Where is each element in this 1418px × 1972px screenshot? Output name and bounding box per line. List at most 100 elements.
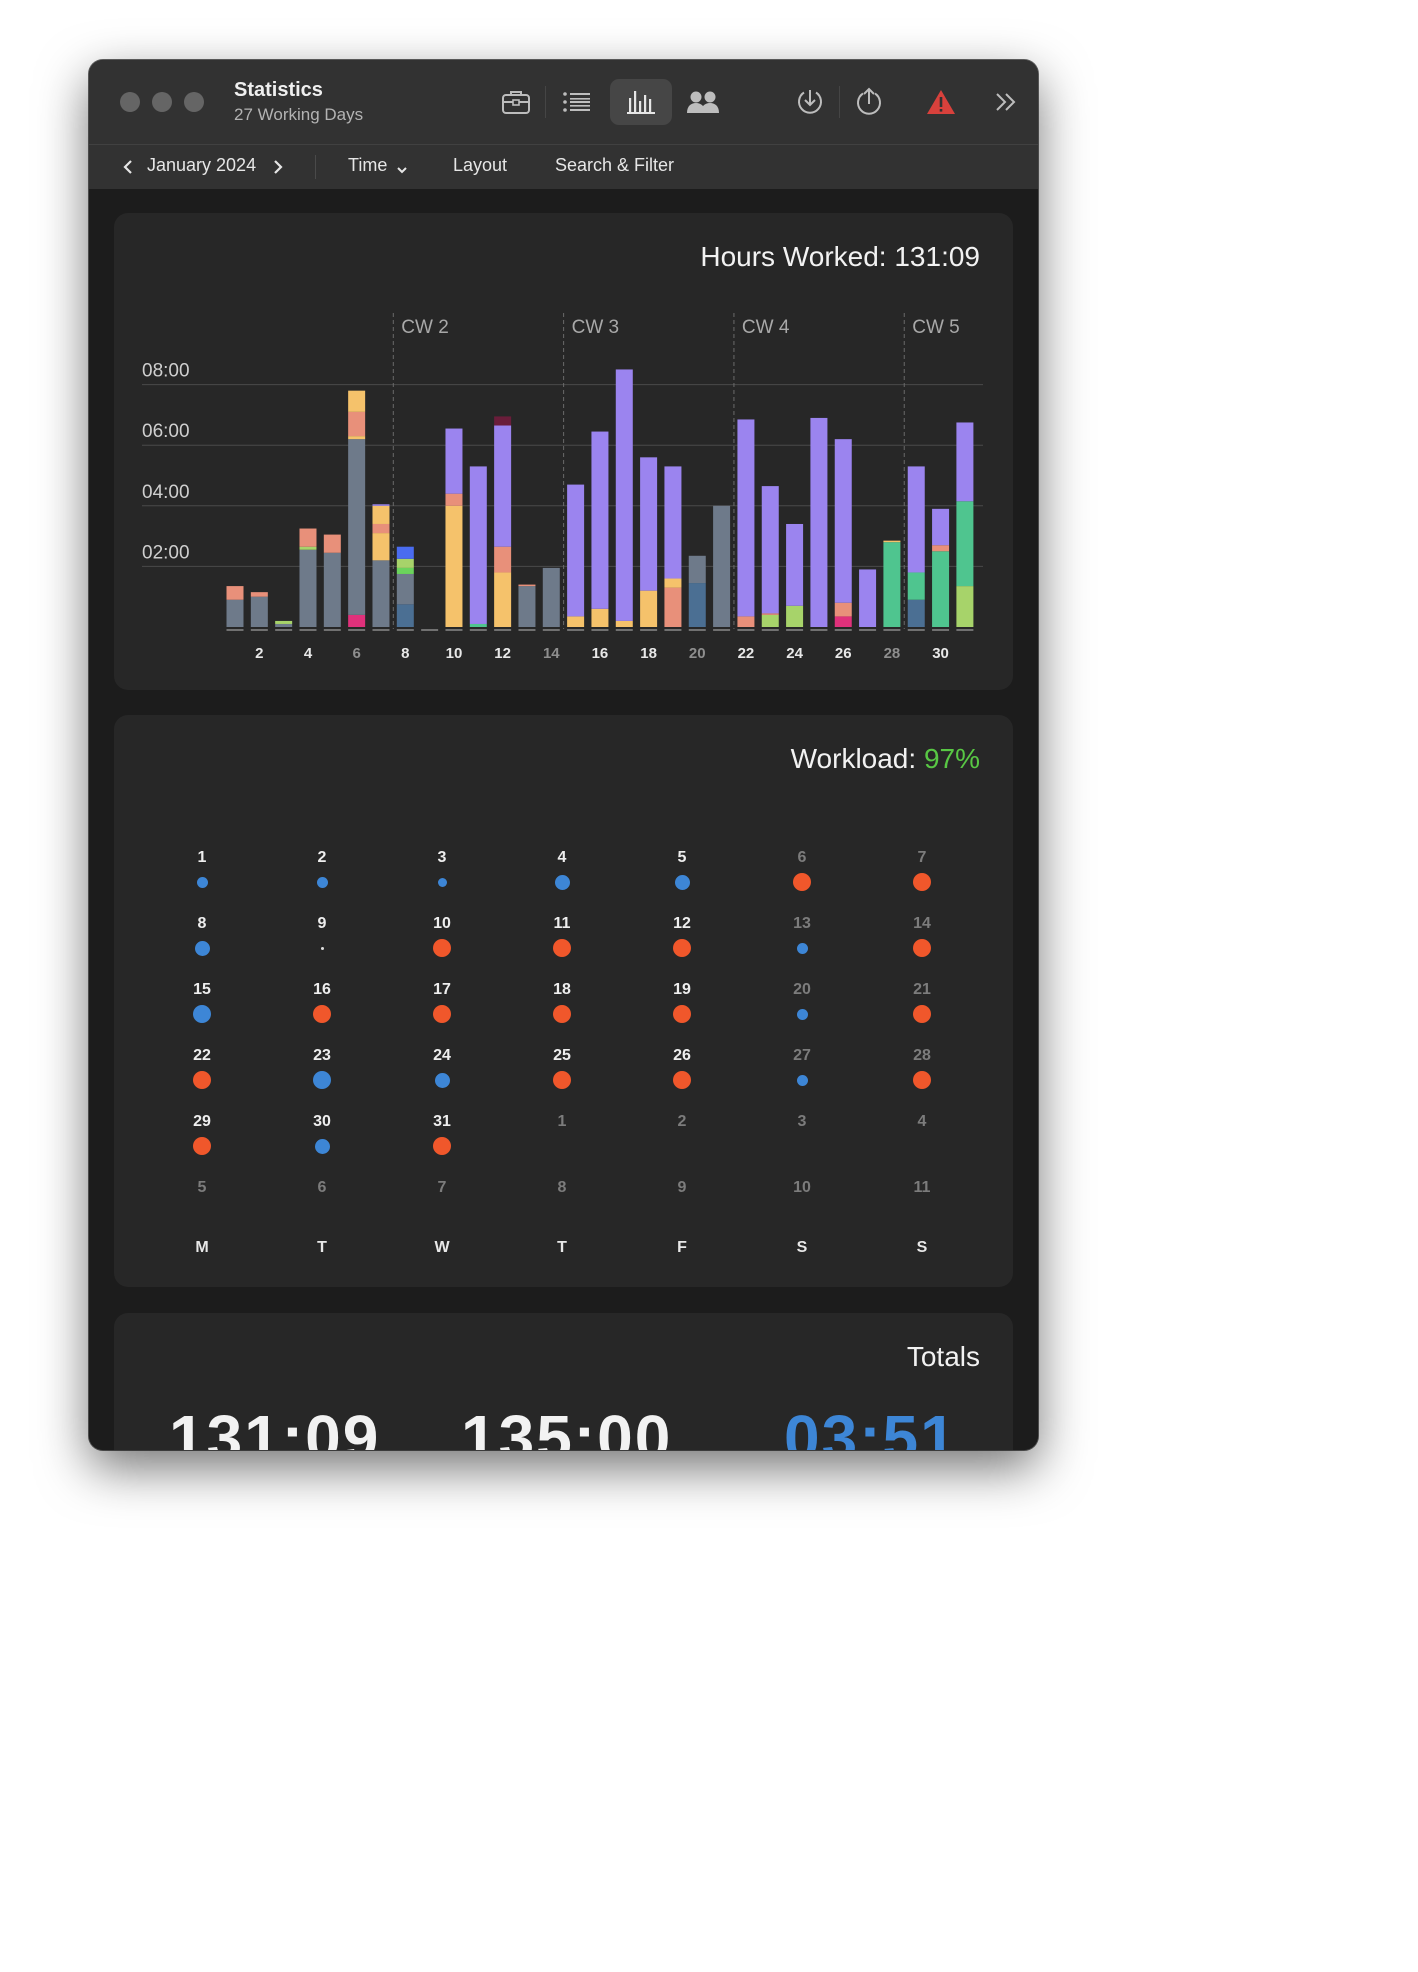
- calendar-day[interactable]: 11: [532, 915, 592, 975]
- calendar-day-number: 5: [197, 1179, 207, 1196]
- workload-card: Workload: 97% 1 2 3 4 5 6 7 8 9 10 11 12 13 14 15 16 17 1…: [114, 715, 1013, 1287]
- calendar-day[interactable]: 3: [772, 1113, 832, 1173]
- calendar-day-number: 26: [673, 1047, 691, 1064]
- calendar-day[interactable]: 16: [292, 981, 352, 1041]
- calendar-day[interactable]: 9: [652, 1179, 712, 1239]
- calendar-day[interactable]: 6: [772, 849, 832, 909]
- calendar-day[interactable]: 21: [892, 981, 952, 1041]
- bar-segment: [348, 390, 366, 412]
- month-selector[interactable]: January 2024: [147, 155, 257, 175]
- calendar-day[interactable]: 6: [292, 1179, 352, 1239]
- calendar-day[interactable]: 3: [412, 849, 472, 909]
- briefcase-icon[interactable]: [496, 82, 536, 122]
- workload-dot: [437, 877, 447, 887]
- workload-dot: [673, 1005, 691, 1023]
- chevron-left-icon[interactable]: [123, 159, 133, 180]
- bar-segment: [737, 616, 755, 627]
- calendar-day[interactable]: 26: [652, 1047, 712, 1107]
- workload-title: Workload: 97%: [791, 743, 980, 775]
- calendar-day[interactable]: 25: [532, 1047, 592, 1107]
- window-subtitle: 27 Working Days: [234, 105, 364, 124]
- calendar-day-number: 31: [433, 1113, 451, 1130]
- calendar-day-number: 24: [433, 1047, 451, 1064]
- calendar-day[interactable]: 31: [412, 1113, 472, 1173]
- bar-segment: [348, 411, 366, 437]
- calendar-day[interactable]: 14: [892, 915, 952, 975]
- calendar-day[interactable]: 29: [172, 1113, 232, 1173]
- x-tick-label: 24: [786, 645, 803, 662]
- bar-segment: [713, 505, 731, 627]
- calendar-day[interactable]: 11: [892, 1179, 952, 1239]
- time-menu[interactable]: Time: [348, 155, 388, 175]
- list-icon[interactable]: [557, 82, 597, 122]
- export-icon[interactable]: [849, 82, 889, 122]
- workload-dot: [796, 1074, 808, 1086]
- warning-icon[interactable]: [921, 82, 961, 122]
- toolbar-separator: [545, 86, 546, 118]
- x-tick-label: 14: [543, 645, 560, 662]
- bar-segment: [664, 578, 682, 588]
- x-tick-label: 16: [592, 645, 609, 662]
- bar-segment: [786, 605, 804, 627]
- bar-segment: [372, 505, 390, 524]
- search-filter-button[interactable]: Search & Filter: [555, 155, 675, 175]
- calendar-day[interactable]: 12: [652, 915, 712, 975]
- calendar-day-number: 10: [433, 915, 451, 932]
- calendar-day[interactable]: 8: [172, 915, 232, 975]
- calendar-day[interactable]: 1: [532, 1113, 592, 1173]
- calendar-day[interactable]: 7: [412, 1179, 472, 1239]
- calendar-day[interactable]: 4: [892, 1113, 952, 1173]
- chevron-double-right-icon[interactable]: [986, 82, 1026, 122]
- workload-dot: [913, 873, 931, 891]
- bar-chart-icon[interactable]: [621, 82, 661, 122]
- calendar-day[interactable]: 23: [292, 1047, 352, 1107]
- calendar-day[interactable]: 10: [412, 915, 472, 975]
- calendar-day[interactable]: 17: [412, 981, 472, 1041]
- calendar-day[interactable]: 30: [292, 1113, 352, 1173]
- calendar-day[interactable]: 24: [412, 1047, 472, 1107]
- calendar-day[interactable]: 2: [652, 1113, 712, 1173]
- calendar-day-number: 22: [193, 1047, 211, 1064]
- calendar-day[interactable]: 5: [172, 1179, 232, 1239]
- calendar-day[interactable]: 2: [292, 849, 352, 909]
- calendar-day[interactable]: 19: [652, 981, 712, 1041]
- calendar-day[interactable]: 8: [532, 1179, 592, 1239]
- calendar-day[interactable]: 28: [892, 1047, 952, 1107]
- calendar-day[interactable]: 5: [652, 849, 712, 909]
- calendar-day[interactable]: 22: [172, 1047, 232, 1107]
- calendar-day[interactable]: 13: [772, 915, 832, 975]
- people-icon[interactable]: [683, 82, 723, 122]
- calendar-day[interactable]: 15: [172, 981, 232, 1041]
- bar-segment: [761, 614, 779, 627]
- calendar-day-number: 12: [673, 915, 691, 932]
- x-tick-label: 26: [835, 645, 852, 662]
- bar-segment: [567, 484, 585, 617]
- calendar-day[interactable]: 9: [292, 915, 352, 975]
- calendar-day[interactable]: 27: [772, 1047, 832, 1107]
- calendar-day[interactable]: 20: [772, 981, 832, 1041]
- calendar-day-number: 19: [673, 981, 691, 998]
- calendar-day[interactable]: 10: [772, 1179, 832, 1239]
- zoom-window-button[interactable]: [184, 92, 204, 112]
- bar-segment: [469, 466, 487, 624]
- calendar-day-number: 27: [793, 1047, 811, 1064]
- calendar-day-number: 15: [193, 981, 211, 998]
- workload-dot: [196, 876, 208, 888]
- calendar-day[interactable]: 18: [532, 981, 592, 1041]
- calendar-day[interactable]: 7: [892, 849, 952, 909]
- minimize-window-button[interactable]: [152, 92, 172, 112]
- bar-segment: [883, 540, 901, 543]
- calendar-day[interactable]: 1: [172, 849, 232, 909]
- calendar-day-number: 28: [913, 1047, 931, 1064]
- layout-button[interactable]: Layout: [453, 155, 508, 175]
- chevron-right-icon[interactable]: [273, 159, 283, 180]
- bar-segment: [445, 493, 463, 506]
- calendar-day-number: 17: [433, 981, 451, 998]
- chevron-down-icon[interactable]: [396, 162, 408, 180]
- workload-dot: [913, 1005, 931, 1023]
- close-window-button[interactable]: [120, 92, 140, 112]
- calendar-day[interactable]: 4: [532, 849, 592, 909]
- bar-segment: [299, 549, 317, 627]
- calendar-day-number: 3: [797, 1113, 807, 1130]
- import-icon[interactable]: [790, 82, 830, 122]
